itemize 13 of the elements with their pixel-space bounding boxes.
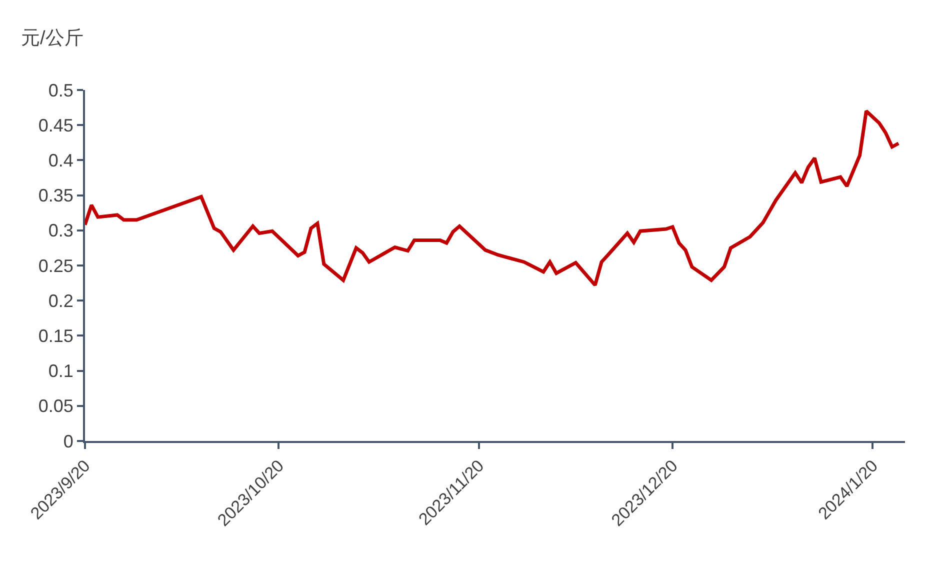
y-tick-label: 0.15 xyxy=(38,326,74,346)
y-tick-label: 0.1 xyxy=(48,361,74,382)
y-tick-label: 0.5 xyxy=(48,80,74,100)
y-tick-label: 0.05 xyxy=(38,396,74,416)
y-tick-label: 0.25 xyxy=(38,256,74,276)
y-tick-label: 0.2 xyxy=(48,290,74,311)
y-axis-title: 元/公斤 xyxy=(21,28,84,49)
y-tick-label: 0 xyxy=(63,431,74,452)
y-tick-label: 0.35 xyxy=(38,186,74,206)
y-tick-label: 0.45 xyxy=(38,115,74,136)
y-tick-label: 0.3 xyxy=(48,220,74,241)
line-series xyxy=(85,109,900,287)
y-tick-label: 0.4 xyxy=(48,150,74,170)
